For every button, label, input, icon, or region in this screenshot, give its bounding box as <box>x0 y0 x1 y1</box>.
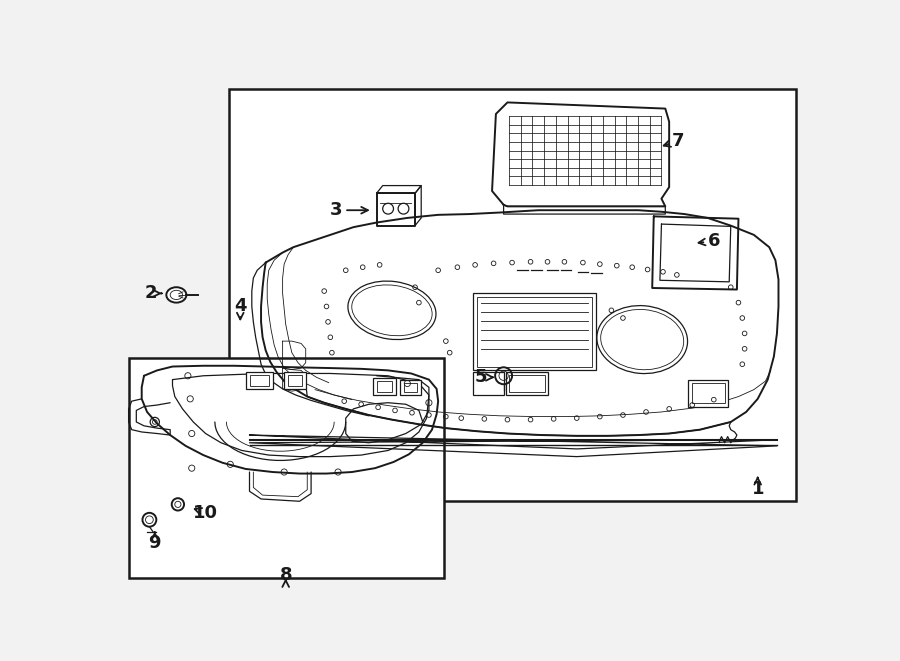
Bar <box>376 381 392 392</box>
Bar <box>284 372 306 389</box>
Bar <box>472 372 504 395</box>
Bar <box>688 379 728 407</box>
Text: 10: 10 <box>194 504 218 522</box>
Text: 5: 5 <box>475 368 488 386</box>
Text: 7: 7 <box>672 132 685 150</box>
Bar <box>373 378 396 395</box>
Bar <box>129 358 445 578</box>
Text: 3: 3 <box>330 201 343 219</box>
Text: 9: 9 <box>148 534 161 552</box>
Bar <box>249 375 269 386</box>
Bar <box>506 372 548 395</box>
Ellipse shape <box>166 288 186 303</box>
Ellipse shape <box>597 305 688 373</box>
Bar <box>229 89 796 501</box>
Bar <box>509 375 545 392</box>
Bar <box>400 379 421 395</box>
Text: 4: 4 <box>234 297 247 315</box>
Text: 6: 6 <box>707 232 720 250</box>
Text: 2: 2 <box>145 284 158 302</box>
Bar <box>288 375 302 386</box>
Bar <box>692 383 724 403</box>
Text: 1: 1 <box>752 480 764 498</box>
Bar <box>472 293 596 370</box>
Ellipse shape <box>348 281 436 340</box>
Bar <box>403 383 418 392</box>
Text: 8: 8 <box>279 566 292 584</box>
Bar <box>246 372 273 389</box>
Bar <box>477 297 592 367</box>
